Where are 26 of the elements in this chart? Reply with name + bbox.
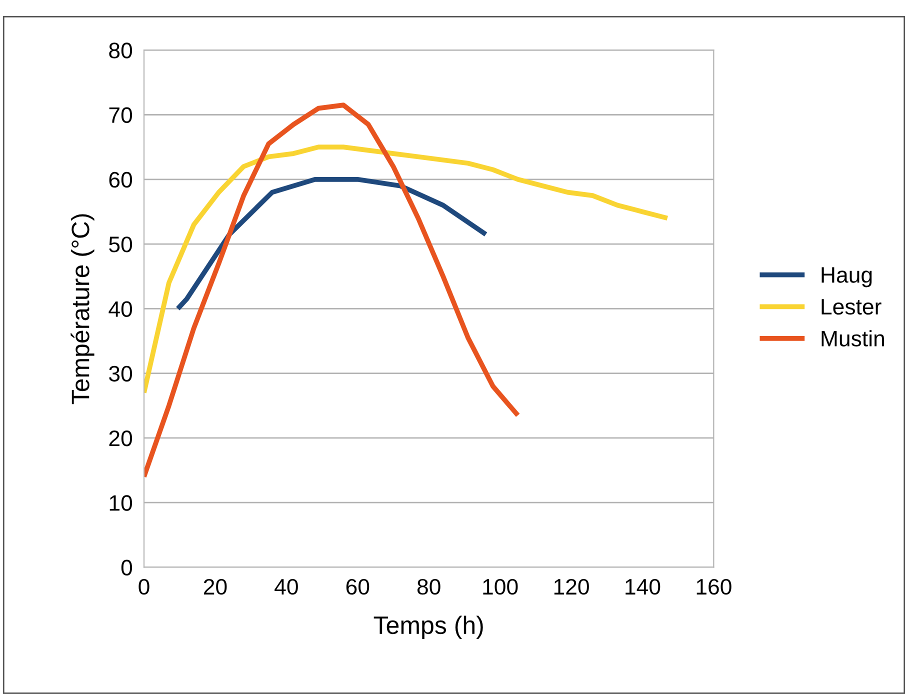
y-tick-label: 40 — [108, 301, 132, 317]
legend-label: Lester — [822, 299, 882, 315]
y-tick-label: 50 — [109, 236, 132, 252]
y-tick-label: 30 — [109, 366, 132, 382]
x-tick-label: 20 — [204, 578, 227, 595]
y-tick-label: 20 — [109, 430, 132, 446]
legend-label: Haug — [822, 267, 872, 288]
x-tick-label: 60 — [346, 578, 370, 595]
x-tick-label: 80 — [417, 578, 440, 595]
line-series — [175, 176, 488, 312]
y-tick-label: 10 — [110, 495, 132, 511]
x-tick-label: 100 — [483, 578, 518, 595]
y-tick-label: 80 — [109, 42, 132, 58]
line-series — [144, 144, 670, 396]
line-series — [144, 102, 520, 480]
x-tick-label: 40 — [274, 578, 298, 595]
x-tick-label: 0 — [138, 578, 150, 595]
x-tick-label: 160 — [696, 578, 732, 595]
legend-label: Mustin — [822, 330, 884, 346]
x-tick-label: 140 — [626, 578, 660, 595]
x-tick-label: 120 — [554, 578, 589, 595]
y-tick-label: 0 — [121, 560, 132, 576]
y-tick-label: 60 — [109, 172, 132, 188]
y-tick-label: 70 — [109, 107, 132, 124]
x-axis-title: Temps (h) — [374, 616, 483, 640]
y-axis-title: Température (°C) — [70, 214, 94, 404]
